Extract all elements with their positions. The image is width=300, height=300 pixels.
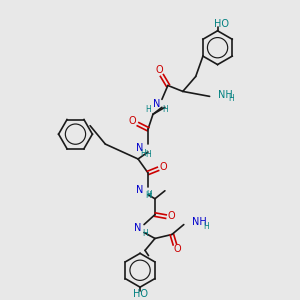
Text: O: O xyxy=(173,244,181,254)
Text: H: H xyxy=(142,229,148,238)
Text: H: H xyxy=(203,222,208,231)
Text: N: N xyxy=(136,185,144,195)
Text: NH: NH xyxy=(218,90,232,100)
Text: H: H xyxy=(140,148,146,158)
Text: H: H xyxy=(145,105,151,114)
Text: O: O xyxy=(159,162,167,172)
Text: HO: HO xyxy=(133,289,148,299)
Text: O: O xyxy=(167,211,175,220)
Text: O: O xyxy=(155,64,163,75)
Text: H: H xyxy=(146,190,152,199)
Text: H: H xyxy=(145,149,151,158)
Text: H: H xyxy=(162,105,168,114)
Text: N: N xyxy=(134,223,142,232)
Text: O: O xyxy=(128,116,136,126)
Text: H: H xyxy=(145,191,151,200)
Text: N: N xyxy=(136,143,144,153)
Text: H: H xyxy=(229,94,234,103)
Text: N: N xyxy=(153,99,161,109)
Text: HO: HO xyxy=(214,19,229,29)
Text: NH: NH xyxy=(192,217,206,226)
